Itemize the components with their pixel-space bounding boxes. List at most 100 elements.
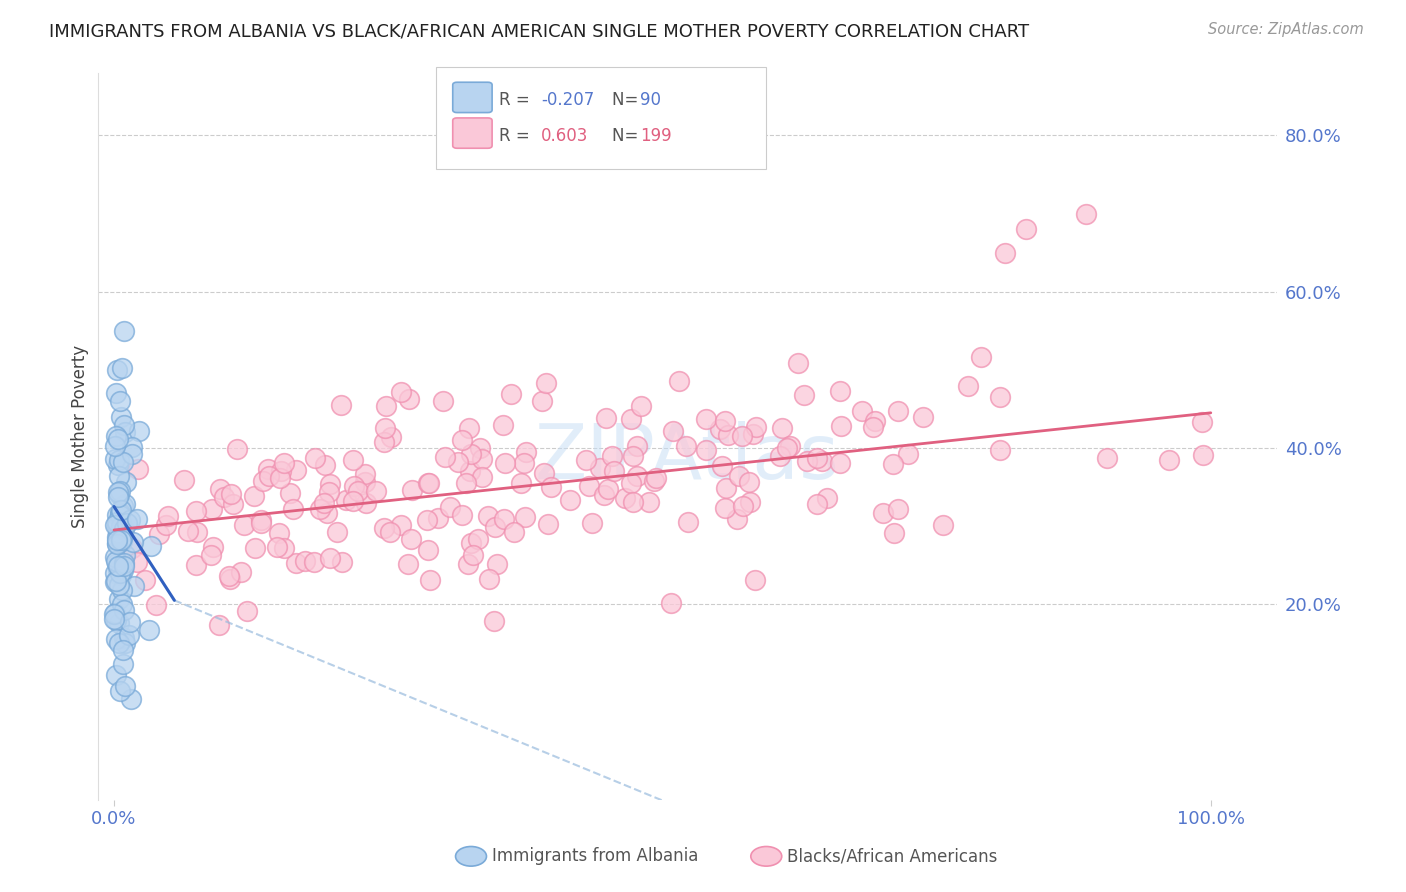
Point [589,461,612,475]
Point [105,363,128,377]
Point [105,518,128,533]
Point [897,446,920,460]
Point [695,411,717,425]
Point [114,679,136,693]
Point [314,495,336,509]
Point [458,464,481,478]
Point [1074,206,1097,220]
Point [787,356,810,370]
Point [157,508,180,523]
Point [426,511,449,525]
Point [515,445,537,459]
Point [245,541,267,556]
Point [103,452,125,467]
Point [828,456,851,470]
Point [110,508,132,523]
Point [374,421,396,435]
Point [114,497,136,511]
Point [389,385,412,400]
Point [108,636,131,650]
Point [108,483,131,498]
Point [111,563,134,577]
Point [578,479,600,493]
Point [105,668,128,682]
Point [114,324,136,338]
Text: -0.207: -0.207 [541,91,595,109]
Point [115,516,138,531]
Point [364,484,387,499]
Point [793,388,815,402]
Point [659,596,682,610]
Point [111,597,134,611]
Point [575,453,598,467]
Point [110,515,132,529]
Point [105,537,128,551]
Point [630,399,652,413]
Point [988,390,1011,404]
Point [110,409,132,424]
Point [105,533,128,547]
Point [122,579,145,593]
Point [108,527,131,541]
Point [744,573,766,587]
Point [460,536,482,550]
Point [492,417,515,432]
Point [121,541,143,555]
Point [342,494,364,508]
Point [110,519,132,533]
Point [779,439,801,453]
Point [112,603,135,617]
Point [912,410,935,425]
Text: Immigrants from Albania: Immigrants from Albania [492,847,699,865]
Point [862,420,884,434]
Point [184,558,207,573]
Point [141,539,163,553]
Point [110,566,132,581]
Point [318,485,340,500]
Point [104,566,127,580]
Point [710,459,733,474]
Point [125,512,148,526]
Point [883,525,905,540]
Point [988,442,1011,457]
Text: N=: N= [612,91,643,109]
Point [103,612,125,626]
Point [540,481,562,495]
Point [104,606,127,620]
Point [815,491,838,505]
Point [620,476,643,491]
Point [725,512,748,526]
Point [373,520,395,534]
Point [356,496,378,510]
Point [603,464,626,478]
Point [319,551,342,566]
Point [222,498,245,512]
Point [219,572,242,586]
Point [644,470,666,484]
Point [810,453,832,467]
Text: 90: 90 [640,91,661,109]
Point [285,463,308,477]
Point [110,568,132,582]
Point [112,418,135,433]
Point [127,462,149,476]
Point [460,447,482,461]
Point [872,506,894,520]
Point [107,558,129,573]
Point [882,458,904,472]
Point [714,481,737,495]
Point [110,503,132,517]
Point [218,569,240,583]
Point [108,468,131,483]
Point [416,475,439,490]
Point [105,557,128,571]
Point [280,485,302,500]
Point [118,628,141,642]
Point [107,485,129,500]
Point [104,553,127,567]
Point [375,399,398,413]
Point [558,492,581,507]
Point [235,604,257,618]
Point [769,449,792,463]
Point [225,442,247,456]
